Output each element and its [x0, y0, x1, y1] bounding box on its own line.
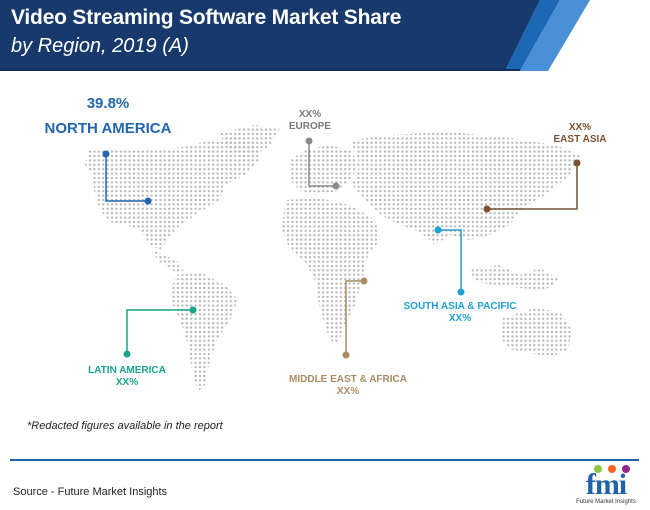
latin-america-callout: LATIN AMERICA XX%: [74, 365, 180, 389]
continent-shapes: [85, 125, 580, 392]
latin-america-value: XX%: [115, 377, 139, 388]
marker-south-asia-end: [457, 288, 465, 296]
marker-latin-america-end: [123, 350, 131, 358]
europe-callout: XX% EUROPE: [270, 109, 350, 133]
south-asia-pacific-value: XX%: [448, 313, 472, 324]
middle-east-africa-callout: MIDDLE EAST & AFRICA XX%: [278, 374, 418, 398]
page-title: Video Streaming Software Market Share: [11, 6, 402, 29]
marker-south-asia: [434, 226, 442, 234]
marker-east-asia-start: [573, 159, 581, 167]
south-asia-pacific-callout: SOUTH ASIA & PACIFIC XX%: [390, 301, 530, 325]
east-asia-value: XX%: [568, 122, 592, 133]
europe-value: XX%: [298, 109, 322, 120]
region-markers: [102, 137, 581, 359]
marker-north-america-start: [102, 150, 110, 158]
south-asia-pacific-label: SOUTH ASIA & PACIFIC: [403, 301, 517, 312]
logo-people-icon: [594, 465, 630, 473]
footnote: *Redacted figures available in the repor…: [27, 420, 223, 432]
marker-mea-end: [342, 351, 350, 359]
marker-east-asia: [483, 205, 491, 213]
marker-north-america: [144, 197, 152, 205]
source-text: Source - Future Market Insights: [13, 486, 168, 498]
header-banner: Video Streaming Software Market Share by…: [0, 0, 650, 71]
marker-europe-start: [305, 137, 313, 145]
divider: [10, 459, 639, 461]
middle-east-africa-label: MIDDLE EAST & AFRICA: [289, 374, 407, 385]
marker-europe: [332, 182, 340, 190]
banner-graphic: [0, 0, 590, 71]
marker-mea: [360, 277, 368, 285]
east-asia-callout: XX% EAST ASIA: [540, 122, 620, 146]
connector-lines: [105, 141, 578, 355]
page-subtitle: by Region, 2019 (A): [11, 35, 189, 57]
world-dot-map: [85, 125, 581, 392]
north-america-label: NORTH AMERICA: [44, 120, 172, 137]
logo-subtext: Future Market Insights: [576, 499, 636, 505]
fmi-logo: fmi Future Market Insights: [568, 462, 644, 508]
north-america-value: 39.8%: [86, 95, 130, 112]
marker-latin-america: [189, 306, 197, 314]
europe-label: EUROPE: [288, 121, 332, 132]
logo-text: fmi: [585, 468, 627, 501]
latin-america-label: LATIN AMERICA: [88, 365, 166, 376]
middle-east-africa-value: XX%: [336, 386, 360, 397]
east-asia-label: EAST ASIA: [553, 134, 607, 145]
